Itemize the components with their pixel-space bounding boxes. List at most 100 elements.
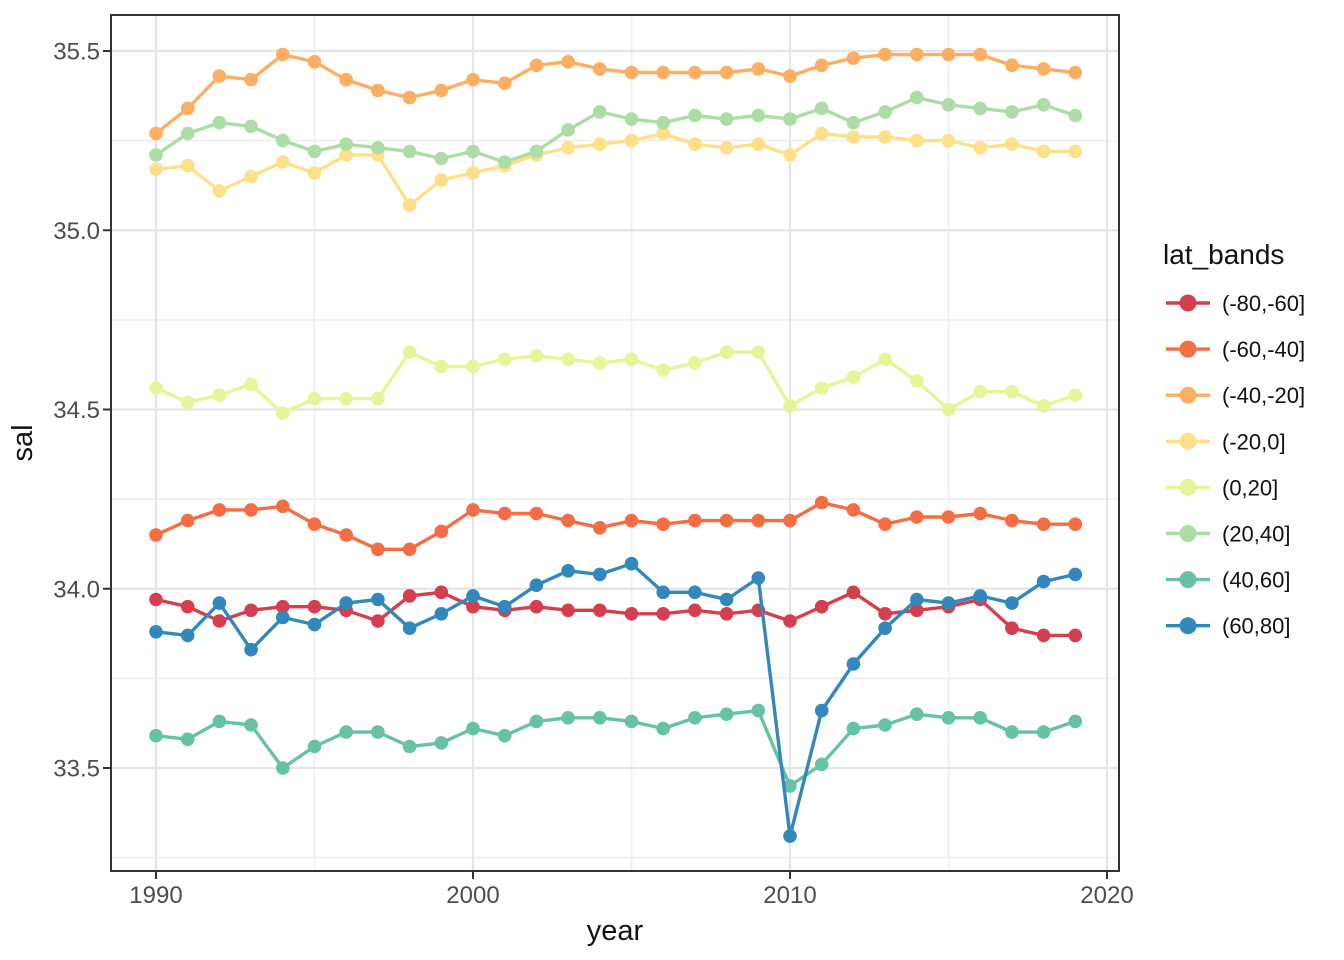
x-tick-label: 2020 bbox=[1080, 882, 1133, 909]
data-point bbox=[719, 707, 734, 721]
data-point bbox=[846, 503, 861, 517]
series-line bbox=[154, 708, 1077, 788]
data-point bbox=[276, 599, 290, 614]
data-point bbox=[371, 83, 385, 98]
data-point bbox=[371, 614, 385, 628]
data-point bbox=[688, 513, 702, 528]
data-point bbox=[180, 395, 195, 410]
data-point bbox=[180, 101, 195, 116]
legend-item-(40,60]: (40,60] bbox=[1166, 568, 1291, 593]
data-point bbox=[497, 352, 512, 367]
data-point bbox=[1068, 144, 1083, 159]
data-point bbox=[783, 779, 797, 793]
data-point bbox=[561, 352, 575, 367]
legend-item-(-80,-60]: (-80,-60] bbox=[1166, 291, 1305, 316]
data-point bbox=[1068, 517, 1083, 531]
legend-key-point bbox=[1179, 294, 1197, 312]
data-point bbox=[656, 721, 670, 736]
data-point bbox=[941, 133, 956, 148]
data-point bbox=[656, 115, 670, 130]
legend-key-point bbox=[1179, 432, 1197, 450]
legend-label: (-60,-40] bbox=[1222, 337, 1305, 362]
series-(0,20] bbox=[149, 345, 1083, 420]
data-point bbox=[497, 506, 512, 521]
data-point bbox=[1005, 137, 1019, 151]
data-point bbox=[180, 628, 195, 643]
data-point bbox=[466, 589, 480, 603]
data-point bbox=[307, 739, 322, 754]
data-point bbox=[1036, 517, 1051, 531]
data-point bbox=[561, 564, 575, 578]
data-point bbox=[434, 736, 449, 750]
data-point bbox=[624, 352, 639, 367]
data-point bbox=[846, 585, 861, 600]
legend-key-point bbox=[1179, 386, 1197, 404]
data-point bbox=[212, 614, 227, 628]
data-point bbox=[402, 739, 417, 754]
data-point bbox=[783, 829, 797, 843]
data-point bbox=[1005, 58, 1019, 73]
data-point bbox=[339, 596, 354, 610]
data-point bbox=[307, 517, 322, 531]
data-point bbox=[910, 47, 924, 62]
data-point bbox=[276, 47, 290, 62]
data-point bbox=[402, 198, 417, 212]
data-point bbox=[910, 707, 924, 721]
data-point bbox=[941, 98, 956, 112]
data-point bbox=[371, 725, 385, 739]
data-point bbox=[402, 90, 417, 105]
data-point bbox=[783, 614, 797, 628]
data-point bbox=[434, 359, 449, 374]
data-point bbox=[402, 589, 417, 603]
data-point bbox=[910, 133, 924, 148]
data-point bbox=[688, 108, 702, 123]
legend-label: (60,80] bbox=[1222, 614, 1291, 639]
data-point bbox=[688, 585, 702, 600]
data-point bbox=[244, 718, 258, 732]
data-point bbox=[1068, 714, 1083, 729]
data-point bbox=[973, 711, 987, 725]
series-line bbox=[154, 95, 1077, 164]
data-point bbox=[783, 399, 797, 413]
x-tick-labels: 1990 2000 2010 2020 bbox=[129, 882, 1133, 909]
data-point bbox=[371, 141, 385, 155]
data-point bbox=[751, 571, 766, 585]
data-point bbox=[149, 148, 163, 162]
data-point bbox=[910, 592, 924, 607]
data-point bbox=[593, 567, 607, 582]
data-point bbox=[434, 524, 449, 539]
data-point bbox=[751, 513, 766, 528]
data-point bbox=[1036, 628, 1051, 643]
y-tick-labels: 33.5 34.0 34.5 35.0 35.5 bbox=[53, 39, 100, 783]
data-point bbox=[751, 703, 766, 718]
data-point bbox=[212, 115, 227, 130]
legend-item-(60,80]: (60,80] bbox=[1166, 614, 1291, 639]
data-point bbox=[212, 714, 227, 729]
data-point bbox=[1036, 144, 1051, 159]
data-point bbox=[846, 657, 861, 671]
legend-label: (-40,-20] bbox=[1222, 383, 1305, 408]
data-point bbox=[529, 144, 544, 159]
data-point bbox=[529, 348, 544, 363]
data-point bbox=[497, 599, 512, 614]
data-point bbox=[751, 62, 766, 76]
data-point bbox=[561, 123, 575, 137]
data-point bbox=[1005, 725, 1019, 739]
data-point bbox=[434, 607, 449, 621]
x-tick-label: 2010 bbox=[763, 882, 816, 909]
legend-key-point bbox=[1179, 340, 1197, 358]
data-point bbox=[593, 711, 607, 725]
data-point bbox=[1005, 384, 1019, 399]
data-point bbox=[212, 596, 227, 610]
legend-item-(20,40]: (20,40] bbox=[1166, 522, 1291, 547]
data-point bbox=[561, 603, 575, 618]
data-point bbox=[402, 621, 417, 635]
data-point bbox=[402, 345, 417, 359]
data-point bbox=[276, 761, 290, 775]
data-point bbox=[878, 105, 892, 119]
data-point bbox=[371, 391, 385, 406]
data-point bbox=[814, 495, 829, 510]
data-point bbox=[466, 599, 480, 614]
y-tick-label: 35.5 bbox=[53, 39, 100, 66]
data-point bbox=[719, 513, 734, 528]
